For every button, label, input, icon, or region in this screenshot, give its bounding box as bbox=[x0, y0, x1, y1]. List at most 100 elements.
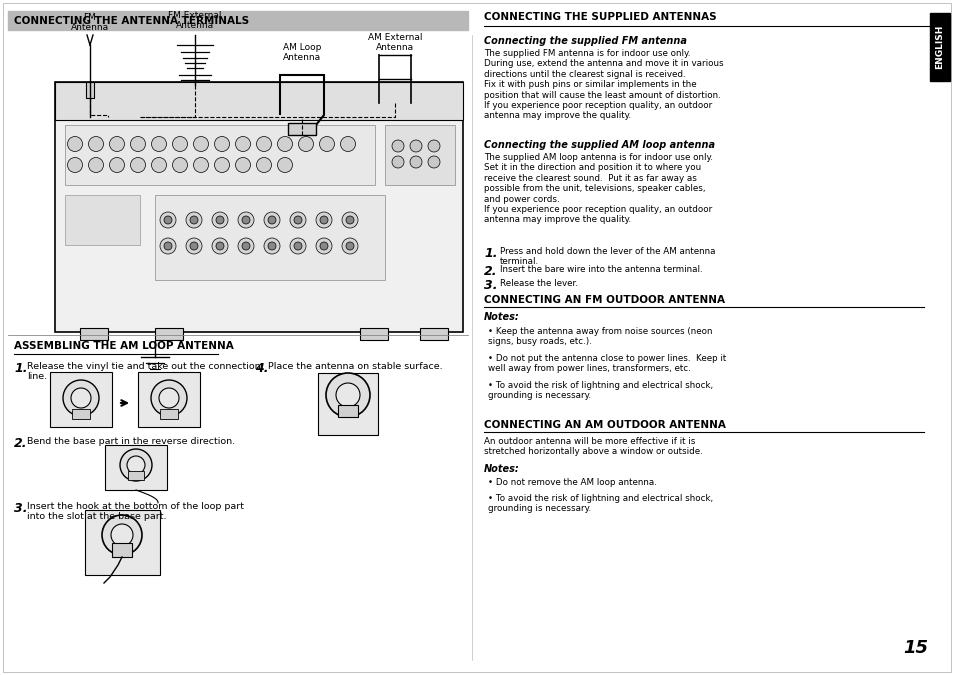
Bar bbox=[50, 372, 112, 427]
Circle shape bbox=[428, 156, 439, 168]
Circle shape bbox=[235, 157, 251, 173]
Bar bbox=[154, 328, 183, 340]
Circle shape bbox=[71, 388, 91, 408]
Circle shape bbox=[392, 140, 403, 152]
Bar bbox=[138, 372, 200, 427]
Circle shape bbox=[160, 238, 175, 254]
Circle shape bbox=[268, 242, 275, 250]
Circle shape bbox=[215, 216, 224, 224]
Text: • Do not put the antenna close to power lines.  Keep it
well away from power lin: • Do not put the antenna close to power … bbox=[488, 354, 725, 373]
Circle shape bbox=[172, 136, 188, 151]
Text: ENGLISH: ENGLISH bbox=[935, 25, 943, 70]
Circle shape bbox=[131, 157, 146, 173]
Circle shape bbox=[242, 242, 250, 250]
Text: Connecting the supplied FM antenna: Connecting the supplied FM antenna bbox=[483, 36, 686, 46]
Text: 3.: 3. bbox=[14, 502, 28, 515]
Circle shape bbox=[319, 242, 328, 250]
Circle shape bbox=[127, 456, 145, 474]
Text: AM External
Antenna: AM External Antenna bbox=[367, 32, 422, 52]
Circle shape bbox=[319, 216, 328, 224]
Circle shape bbox=[186, 212, 202, 228]
Text: CONNECTING THE SUPPLIED ANTENNAS: CONNECTING THE SUPPLIED ANTENNAS bbox=[483, 12, 716, 22]
Bar bbox=[359, 328, 388, 340]
Text: CONNECTING AN FM OUTDOOR ANTENNA: CONNECTING AN FM OUTDOOR ANTENNA bbox=[483, 295, 724, 305]
Circle shape bbox=[242, 216, 250, 224]
Circle shape bbox=[277, 136, 293, 151]
Text: Release the vinyl tie and take out the connection
line.: Release the vinyl tie and take out the c… bbox=[27, 362, 260, 381]
Circle shape bbox=[410, 140, 421, 152]
Bar bbox=[288, 123, 315, 135]
Circle shape bbox=[290, 238, 306, 254]
Bar bbox=[55, 82, 462, 120]
Bar bbox=[112, 543, 132, 557]
Circle shape bbox=[315, 212, 332, 228]
Bar bbox=[154, 195, 385, 280]
Text: CONNECTING AN AM OUTDOOR ANTENNA: CONNECTING AN AM OUTDOOR ANTENNA bbox=[483, 420, 725, 430]
Circle shape bbox=[315, 238, 332, 254]
Text: • To avoid the risk of lightning and electrical shock,
grounding is necessary.: • To avoid the risk of lightning and ele… bbox=[488, 381, 713, 400]
Bar bbox=[160, 409, 178, 419]
Text: The supplied AM loop antenna is for indoor use only.
Set it in the direction and: The supplied AM loop antenna is for indo… bbox=[483, 153, 712, 224]
Circle shape bbox=[319, 136, 335, 151]
Circle shape bbox=[68, 157, 82, 173]
Circle shape bbox=[172, 157, 188, 173]
Text: AM Loop
Antenna: AM Loop Antenna bbox=[282, 43, 321, 62]
Circle shape bbox=[186, 238, 202, 254]
Bar bbox=[65, 125, 375, 185]
Circle shape bbox=[235, 136, 251, 151]
Text: Place the antenna on stable surface.: Place the antenna on stable surface. bbox=[268, 362, 442, 371]
Circle shape bbox=[214, 157, 230, 173]
Bar bbox=[80, 328, 108, 340]
Text: 1.: 1. bbox=[14, 362, 28, 375]
Text: Bend the base part in the reverse direction.: Bend the base part in the reverse direct… bbox=[27, 437, 234, 446]
Circle shape bbox=[294, 216, 302, 224]
Circle shape bbox=[68, 136, 82, 151]
Text: Notes:: Notes: bbox=[483, 312, 519, 322]
Text: FM
Antenna: FM Antenna bbox=[71, 13, 109, 32]
Text: Insert the bare wire into the antenna terminal.: Insert the bare wire into the antenna te… bbox=[499, 265, 702, 274]
Circle shape bbox=[164, 242, 172, 250]
Circle shape bbox=[392, 156, 403, 168]
Circle shape bbox=[215, 242, 224, 250]
Circle shape bbox=[190, 216, 198, 224]
Text: 1.: 1. bbox=[483, 247, 497, 260]
Text: The supplied FM antenna is for indoor use only.
During use, extend the antenna a: The supplied FM antenna is for indoor us… bbox=[483, 49, 723, 120]
Text: 2.: 2. bbox=[14, 437, 28, 450]
Circle shape bbox=[290, 212, 306, 228]
Circle shape bbox=[256, 136, 272, 151]
Circle shape bbox=[110, 157, 125, 173]
Circle shape bbox=[294, 242, 302, 250]
Circle shape bbox=[151, 380, 187, 416]
Text: Insert the hook at the bottom of the loop part
into the slot at the base part.: Insert the hook at the bottom of the loo… bbox=[27, 502, 244, 521]
Circle shape bbox=[89, 136, 103, 151]
Text: FM External
Antenna: FM External Antenna bbox=[168, 11, 221, 30]
Circle shape bbox=[264, 212, 280, 228]
Circle shape bbox=[120, 449, 152, 481]
Circle shape bbox=[102, 515, 142, 555]
Bar bbox=[929, 13, 949, 81]
Circle shape bbox=[326, 373, 370, 417]
Bar bbox=[65, 195, 140, 245]
Circle shape bbox=[110, 136, 125, 151]
Bar bbox=[317, 373, 377, 435]
Text: An outdoor antenna will be more effective if it is
stretched horizontally above : An outdoor antenna will be more effectiv… bbox=[483, 437, 702, 456]
Bar bbox=[385, 125, 455, 185]
Circle shape bbox=[89, 157, 103, 173]
Bar bbox=[55, 82, 462, 332]
Circle shape bbox=[268, 216, 275, 224]
Circle shape bbox=[214, 136, 230, 151]
Circle shape bbox=[346, 242, 354, 250]
Bar bbox=[419, 328, 448, 340]
Circle shape bbox=[298, 136, 314, 151]
Text: 15: 15 bbox=[902, 639, 927, 657]
Bar bbox=[8, 11, 468, 30]
Circle shape bbox=[160, 212, 175, 228]
Circle shape bbox=[131, 136, 146, 151]
Text: CONNECTING THE ANTENNA TERMINALS: CONNECTING THE ANTENNA TERMINALS bbox=[14, 16, 249, 26]
Circle shape bbox=[428, 140, 439, 152]
Circle shape bbox=[212, 212, 228, 228]
Circle shape bbox=[277, 157, 293, 173]
Text: • Do not remove the AM loop antenna.: • Do not remove the AM loop antenna. bbox=[488, 478, 657, 487]
Circle shape bbox=[193, 157, 209, 173]
Circle shape bbox=[63, 380, 99, 416]
